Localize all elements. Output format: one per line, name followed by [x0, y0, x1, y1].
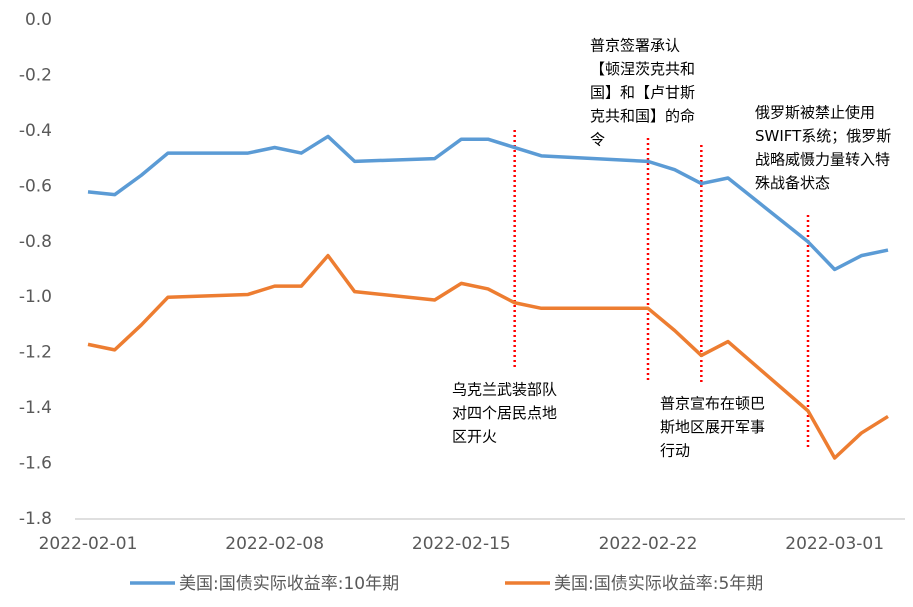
y-tick-label: -1.4 — [19, 398, 52, 418]
y-tick-label: -0.8 — [19, 232, 52, 252]
annotation-text: 令 — [590, 131, 605, 149]
annotation-text: 殊战备状态 — [755, 174, 830, 192]
annotation-text: 国】和【卢甘斯 — [590, 84, 695, 102]
y-tick-label: -1.8 — [19, 509, 52, 529]
y-tick-label: 0.0 — [25, 10, 52, 30]
annotation-text: SWIFT系统；俄罗斯 — [755, 127, 891, 145]
x-tick-label: 2022-02-08 — [225, 534, 324, 554]
x-tick-label: 2022-02-15 — [412, 534, 511, 554]
annotation-text: 【顿涅茨克共和 — [590, 60, 695, 78]
x-tick-label: 2022-02-22 — [599, 534, 698, 554]
annotation-text: 克共和国】的命 — [590, 107, 695, 125]
annotation-text: 行动 — [660, 442, 690, 460]
annotation-text: 斯地区展开军事 — [660, 418, 765, 436]
annotation-text: 战略威慑力量转入特 — [755, 151, 890, 169]
annotation-text: 普京宣布在顿巴 — [660, 395, 765, 413]
y-tick-label: -1.0 — [19, 287, 52, 307]
data-line — [87, 134, 889, 272]
data-line — [87, 253, 889, 460]
annotation-text: 俄罗斯被禁止使用 — [755, 104, 875, 122]
annotation-text: 乌克兰武装部队 — [452, 381, 557, 399]
y-tick-label: -1.6 — [19, 454, 52, 474]
y-tick-label: -0.4 — [19, 121, 52, 141]
annotation-text: 对四个居民点地 — [452, 404, 557, 422]
y-tick-label: -1.2 — [19, 343, 52, 363]
legend-label: 美国:国债实际收益率:10年期 — [179, 574, 399, 594]
legend-label: 美国:国债实际收益率:5年期 — [554, 574, 763, 594]
y-tick-label: -0.2 — [19, 65, 52, 85]
annotation-text: 普京签署承认 — [590, 37, 680, 55]
annotation-text: 区开火 — [452, 428, 497, 446]
y-tick-label: -0.6 — [19, 176, 52, 196]
x-tick-label: 2022-02-01 — [39, 534, 138, 554]
x-tick-label: 2022-03-01 — [785, 534, 884, 554]
